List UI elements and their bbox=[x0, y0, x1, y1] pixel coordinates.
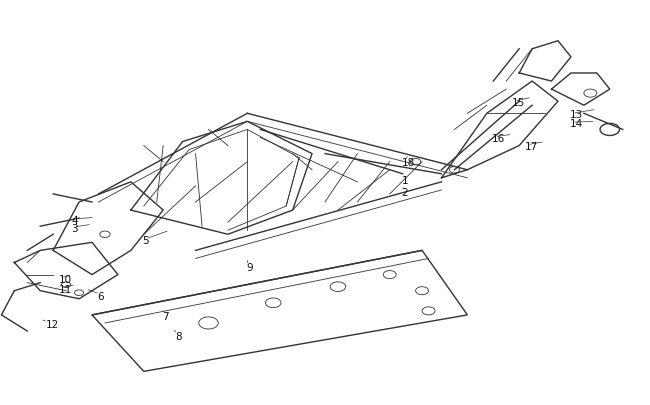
Text: 5: 5 bbox=[142, 236, 149, 246]
Text: 16: 16 bbox=[492, 134, 505, 144]
Text: 13: 13 bbox=[569, 110, 583, 120]
Text: 9: 9 bbox=[246, 263, 253, 273]
Text: 14: 14 bbox=[569, 119, 583, 129]
Text: 17: 17 bbox=[525, 142, 538, 152]
Text: 18: 18 bbox=[401, 157, 415, 167]
Text: 3: 3 bbox=[72, 224, 78, 234]
Text: 8: 8 bbox=[175, 331, 181, 341]
Text: 7: 7 bbox=[162, 311, 168, 321]
Text: 6: 6 bbox=[98, 291, 104, 301]
Text: 4: 4 bbox=[72, 215, 78, 226]
Text: 15: 15 bbox=[512, 98, 525, 108]
Text: 12: 12 bbox=[46, 319, 58, 329]
Text: 1: 1 bbox=[401, 175, 408, 185]
Text: 10: 10 bbox=[58, 275, 72, 285]
Text: 11: 11 bbox=[58, 284, 72, 294]
Text: 2: 2 bbox=[401, 188, 408, 197]
